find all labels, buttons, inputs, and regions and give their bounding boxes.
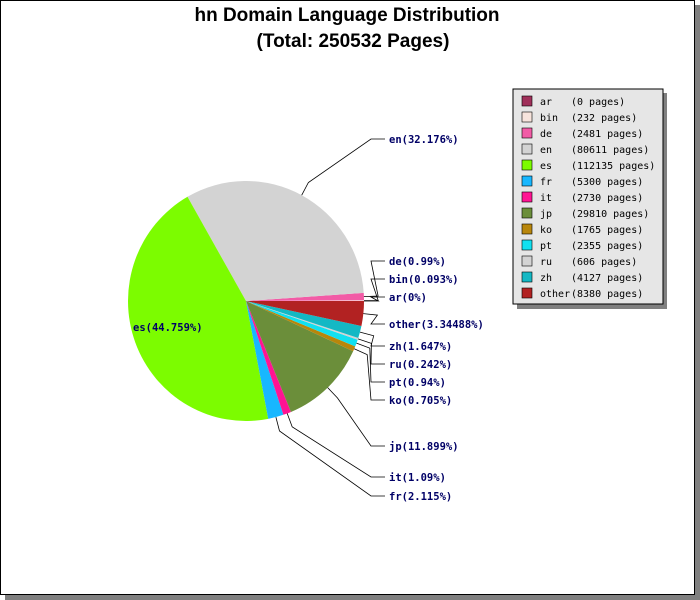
slice-label-ru: ru(0.242%) [389, 359, 452, 371]
legend-pages-bin: (232 pages) [571, 113, 637, 124]
leader-ru [357, 338, 385, 365]
leader-zh [359, 331, 385, 347]
leader-other [363, 313, 385, 325]
legend-box [512, 88, 664, 305]
leader-fr [275, 416, 385, 497]
legend-pages-en: (80611 pages) [571, 145, 649, 156]
legend-name-ru: ru [540, 257, 552, 268]
label-leaders [275, 138, 385, 497]
legend-pages-it: (2730 pages) [571, 193, 643, 204]
legend: ar (0 pages) bin (232 pages) de (2481 pages) e… [512, 88, 667, 309]
legend-name-zh: zh [540, 273, 552, 284]
slice-label-other: other(3.34488%) [389, 319, 484, 331]
legend-name-jp: jp [540, 209, 552, 220]
legend-pages-fr: (5300 pages) [571, 177, 643, 188]
legend-swatch-ru [521, 255, 533, 267]
legend-swatch-ko [521, 223, 533, 235]
legend-name-ko: ko [540, 225, 552, 236]
legend-name-en: en [540, 145, 552, 156]
slice-label-ko: ko(0.705%) [389, 395, 452, 407]
slice-label-zh: zh(1.647%) [389, 341, 452, 353]
legend-swatch-de [521, 127, 533, 139]
legend-pages-de: (2481 pages) [571, 129, 643, 140]
slice-es [128, 196, 269, 421]
legend-pages-jp: (29810 pages) [571, 209, 649, 220]
slice-jp [246, 301, 354, 412]
legend-swatch-zh [521, 271, 533, 283]
legend-swatch-pt [521, 239, 533, 251]
slice-label-it: it(1.09%) [389, 472, 446, 484]
legend-swatch-ar [521, 95, 533, 107]
leader-en [301, 138, 385, 196]
slice-label-es: es(44.759%) [133, 322, 203, 334]
slice-label-en: en(32.176%) [389, 134, 459, 146]
leader-jp [327, 387, 385, 447]
slice-label-pt: pt(0.94%) [389, 377, 446, 389]
legend-pages-pt: (2355 pages) [571, 241, 643, 252]
legend-swatch-fr [521, 175, 533, 187]
slice-bin [246, 300, 365, 301]
slice-label-fr: fr(2.115%) [389, 491, 452, 503]
legend-pages-ko: (1765 pages) [571, 225, 643, 236]
legend-swatch-jp [521, 207, 533, 219]
legend-pages-zh: (4127 pages) [571, 273, 643, 284]
slice-en [187, 181, 364, 301]
legend-pages-ar: (0 pages) [571, 97, 625, 108]
legend-name-it: it [540, 193, 552, 204]
leader-it [286, 413, 385, 478]
slice-ko [246, 301, 356, 352]
slice-label-jp: jp(11.899%) [389, 441, 459, 453]
leader-bin [363, 278, 385, 302]
legend-name-fr: fr [540, 177, 552, 188]
leader-de [363, 260, 385, 297]
pie-slices [128, 181, 365, 421]
slice-other [246, 301, 364, 327]
legend-pages-ru: (606 pages) [571, 257, 637, 268]
legend-swatch-it [521, 191, 533, 203]
slice-de [246, 292, 364, 301]
legend-pages-other: (8380 pages) [571, 289, 643, 300]
leader-pt [356, 342, 385, 383]
legend-name-other: other [540, 289, 570, 300]
slice-it [246, 301, 291, 415]
legend-name-es: es [540, 161, 552, 172]
slice-label-de: de(0.99%) [389, 256, 446, 268]
leader-ko [354, 348, 385, 401]
legend-name-pt: pt [540, 241, 552, 252]
slice-label-bin: bin(0.093%) [389, 274, 459, 286]
legend-name-bin: bin [540, 113, 558, 124]
legend-name-ar: ar [540, 97, 552, 108]
slice-fr [246, 301, 284, 419]
slice-labels: ar(0%) bin(0.093%) de(0.99%) en(32.176%) es(… [133, 134, 484, 503]
slice-label-ar: ar(0%) [389, 292, 427, 304]
legend-swatch-en [521, 143, 533, 155]
slice-zh [246, 301, 362, 339]
legend-swatch-other [521, 287, 533, 299]
slice-ru [246, 301, 359, 340]
chart-title: hn Domain Language Distribution [194, 5, 499, 26]
slice-pt [246, 301, 358, 347]
chart-subtitle: (Total: 250532 Pages) [257, 31, 450, 52]
legend-swatch-es [521, 159, 533, 171]
legend-pages-es: (112135 pages) [571, 161, 655, 172]
legend-name-de: de [540, 129, 552, 140]
legend-swatch-bin [521, 111, 533, 123]
